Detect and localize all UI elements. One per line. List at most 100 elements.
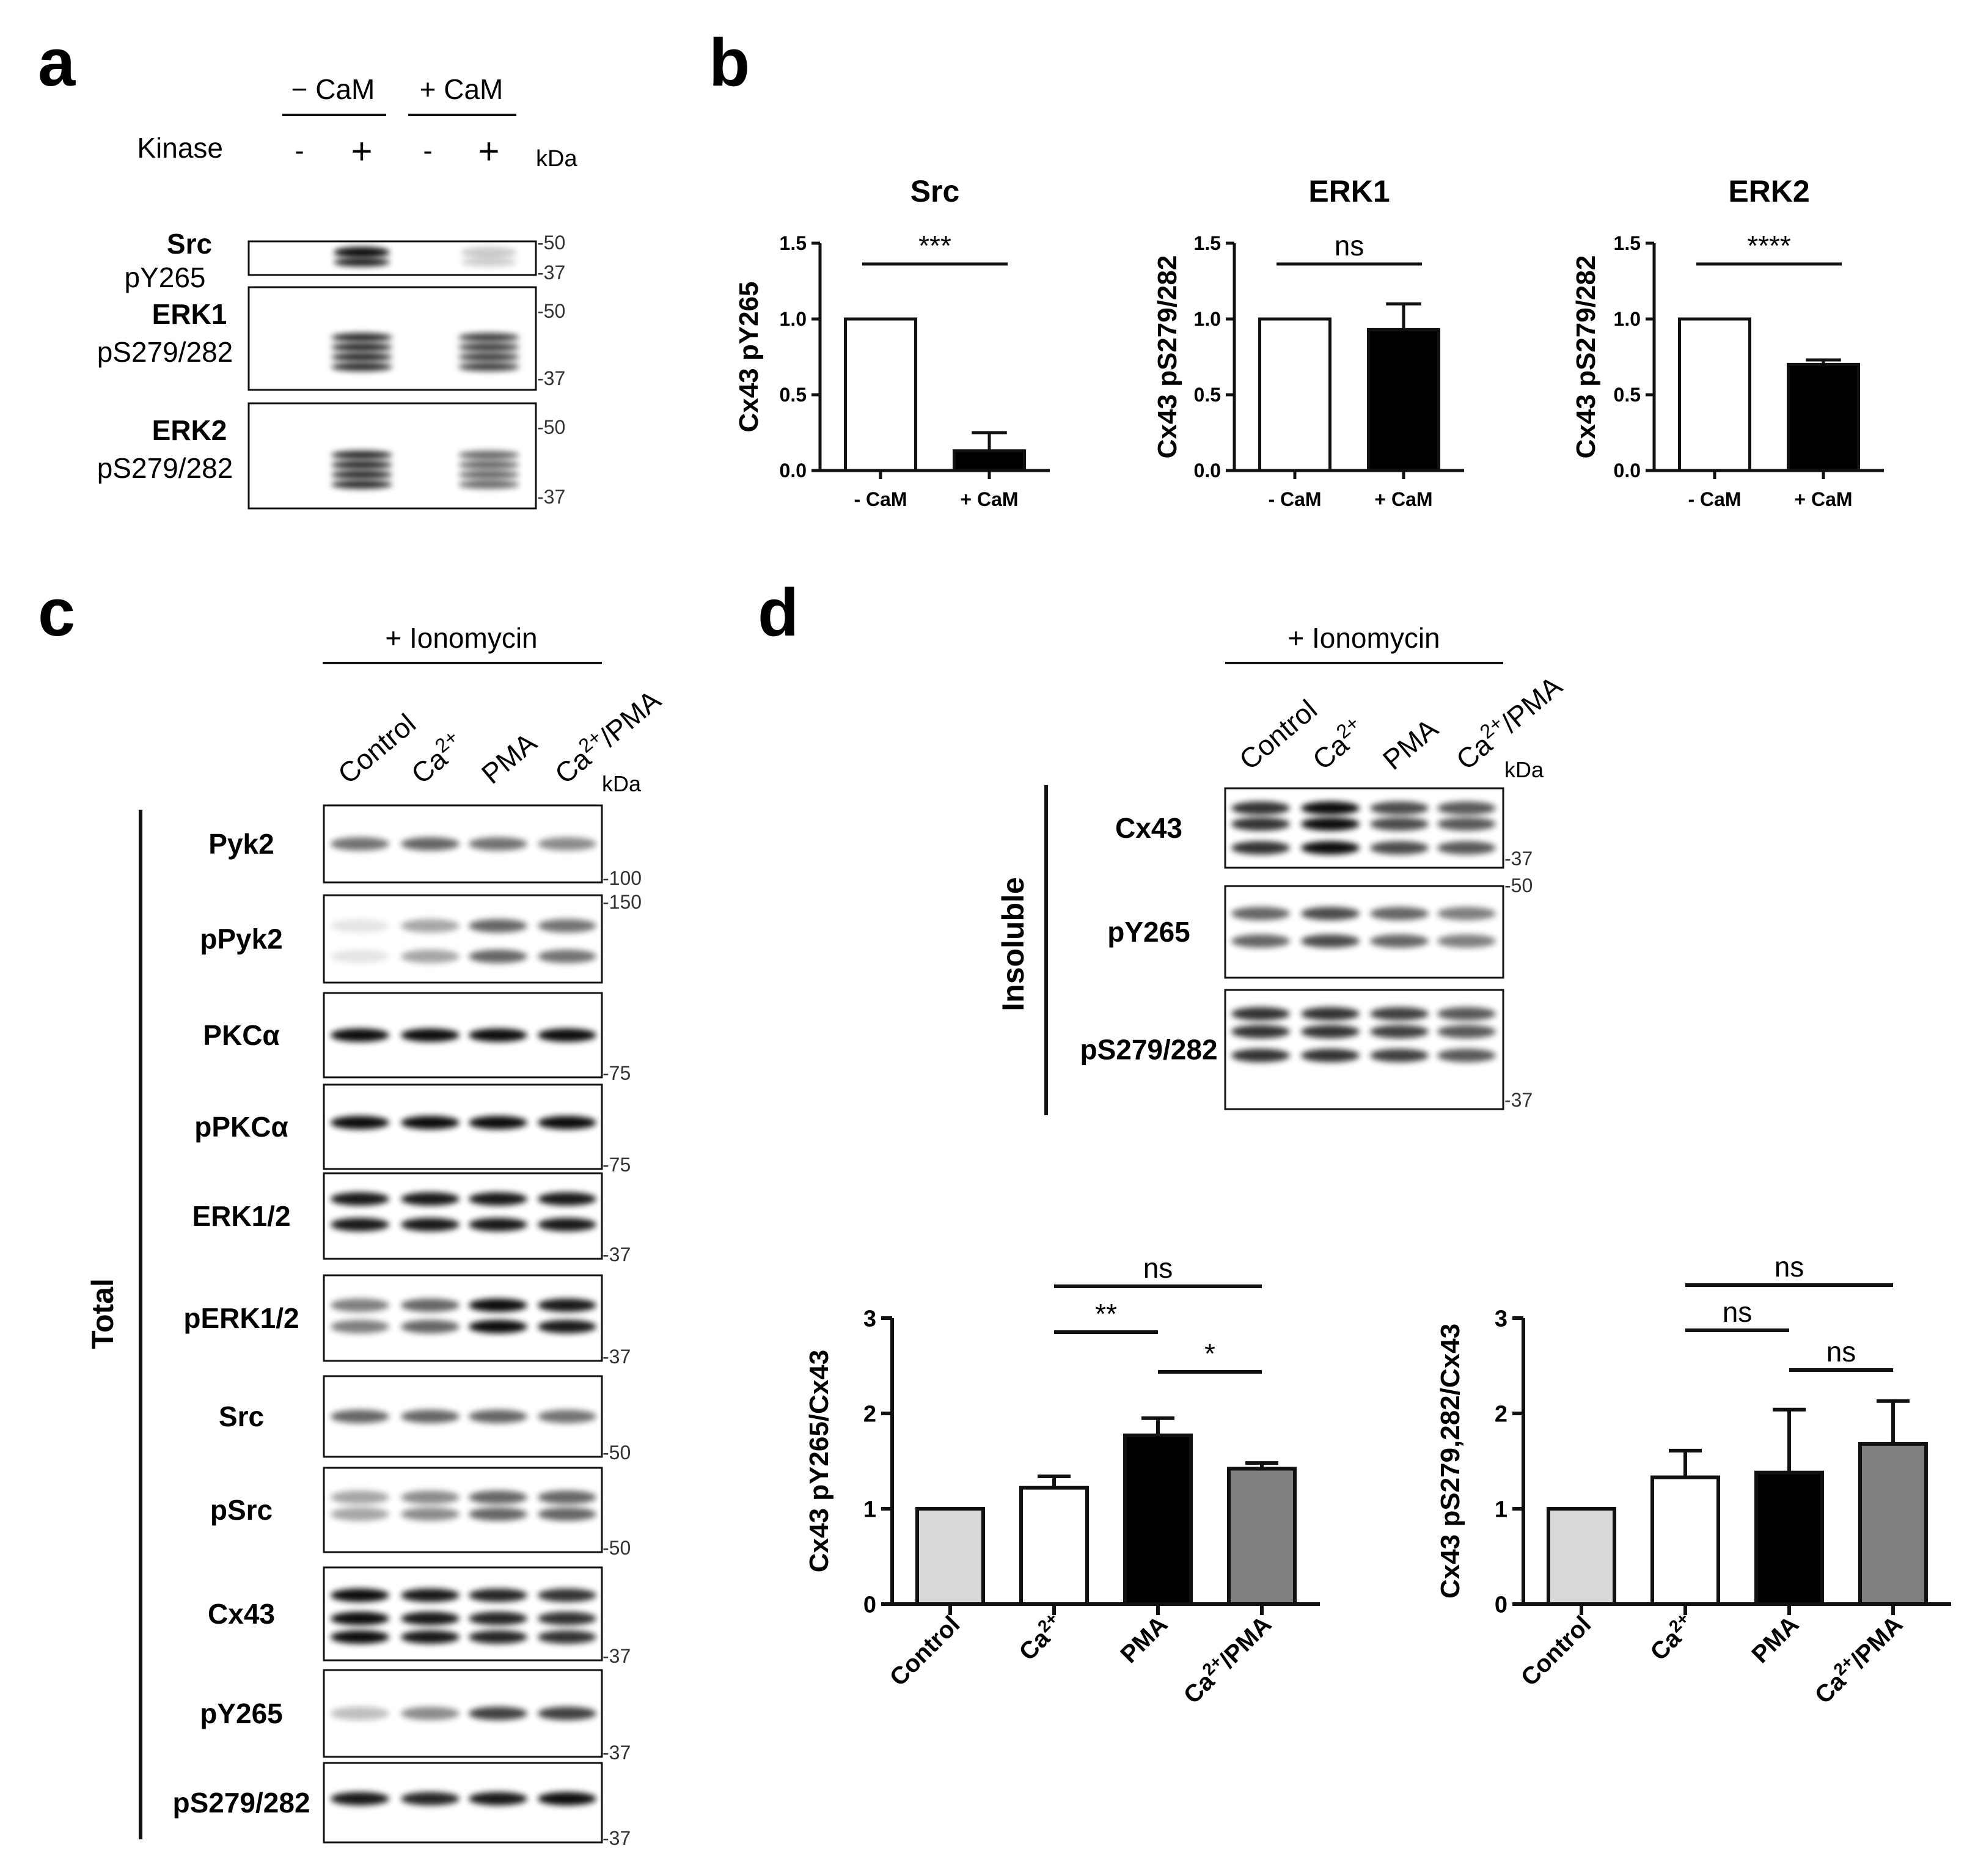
bar bbox=[953, 449, 1026, 472]
chart-erk2-pS279: 0.0 0.5 1.0 1.5 Cx43 pS279/282 ERK2 - CaM + CaM… bbox=[1571, 174, 1884, 510]
blot-band bbox=[1231, 1025, 1290, 1039]
blot-band bbox=[538, 1218, 596, 1231]
mw-marker: -150 bbox=[603, 891, 642, 913]
mw-marker: -50 bbox=[537, 416, 565, 438]
blot-band bbox=[331, 1320, 389, 1333]
chart-pS279-ratio: 0 1 2 3 Cx43 pS279,282/Cx43 Control Ca2+ PMACa2… bbox=[1435, 1251, 1951, 1709]
bar bbox=[844, 317, 917, 472]
blot-ppkc: pPKCα -75 bbox=[194, 1083, 631, 1176]
blot-band bbox=[331, 1028, 389, 1042]
blot-perk12: pERK1/2 -37 bbox=[183, 1274, 631, 1368]
blot-band bbox=[331, 1792, 389, 1806]
blot-band bbox=[458, 362, 519, 372]
blot-ppyk2: pPyk2 -150 bbox=[200, 891, 642, 984]
y-tick-label: 3 bbox=[1495, 1306, 1507, 1332]
blot-band bbox=[331, 450, 392, 460]
blot-band bbox=[1301, 1049, 1360, 1063]
blot-band bbox=[1231, 1007, 1290, 1020]
blot-band bbox=[1370, 1025, 1429, 1039]
blot-band bbox=[1370, 1049, 1429, 1063]
blot-band bbox=[461, 247, 517, 258]
y-tick-label: 1.0 bbox=[1194, 308, 1221, 330]
y-tick-label: 0.5 bbox=[1194, 384, 1221, 406]
blot-band bbox=[1231, 907, 1290, 920]
significance-label: *** bbox=[918, 230, 951, 262]
y-tick-label: 1 bbox=[863, 1497, 876, 1522]
y-tick-label: 0.5 bbox=[1614, 384, 1641, 406]
blot-band bbox=[1301, 801, 1360, 815]
chart-erk1-pS279: 0.0 0.5 1.0 1.5 Cx43 pS279/282 ERK1 - CaM + CaM… bbox=[1152, 174, 1464, 510]
blot-band bbox=[331, 1630, 389, 1644]
blot-band bbox=[538, 1116, 596, 1130]
blot-band bbox=[1301, 841, 1360, 855]
x-tick-label: Ca2+/PMA bbox=[1808, 1608, 1908, 1709]
blot-band bbox=[458, 333, 519, 342]
blot-band bbox=[469, 1028, 527, 1042]
blot-frame bbox=[1224, 885, 1504, 979]
blot-erk2: -50 -37 ERK2 pS279/282 bbox=[97, 402, 565, 510]
blot-band bbox=[1370, 801, 1429, 815]
blot-band bbox=[1437, 1049, 1496, 1063]
mw-marker: -100 bbox=[603, 867, 642, 889]
blot-band bbox=[331, 1192, 389, 1206]
blot-band bbox=[1231, 841, 1290, 855]
blot-band bbox=[401, 1116, 460, 1130]
x-tick-label: Ca2+ bbox=[1643, 1608, 1701, 1666]
significance-label: ns bbox=[1335, 230, 1364, 262]
blot-band bbox=[538, 1028, 596, 1042]
blot-band bbox=[469, 1116, 527, 1130]
blot-band bbox=[469, 1611, 527, 1625]
blot-band bbox=[401, 1490, 460, 1504]
blot-band bbox=[469, 1792, 527, 1806]
insoluble-group-label: Insoluble bbox=[996, 877, 1030, 1011]
panel-label-c: c bbox=[38, 575, 75, 650]
blot-band bbox=[1231, 1049, 1290, 1063]
blot-band bbox=[331, 460, 392, 469]
blot-erk12: ERK1/2 -37 bbox=[192, 1172, 631, 1266]
mw-marker: -50 bbox=[1504, 874, 1533, 896]
y-tick-label: 2 bbox=[863, 1401, 876, 1427]
blot-band bbox=[1437, 934, 1496, 948]
blot-band bbox=[331, 1218, 389, 1231]
total-group-label: Total bbox=[86, 1278, 120, 1349]
blot-band bbox=[538, 919, 596, 933]
bar bbox=[1019, 1486, 1089, 1606]
treatment-label: + Ionomycin bbox=[1288, 622, 1440, 654]
kda-label: kDa bbox=[1504, 757, 1544, 782]
mw-marker: -37 bbox=[603, 1742, 631, 1764]
blot-site-label: pS279/282 bbox=[97, 452, 233, 484]
blot-band bbox=[469, 1630, 527, 1644]
blot-band bbox=[538, 1320, 596, 1333]
kda-label: kDa bbox=[602, 771, 642, 796]
blot-band bbox=[1301, 934, 1360, 948]
y-tick-label: 0.0 bbox=[1614, 460, 1641, 482]
x-tick-label: Control bbox=[1516, 1611, 1597, 1691]
mw-marker: -50 bbox=[537, 232, 565, 254]
blot-band bbox=[458, 470, 519, 479]
y-tick-label: 1.0 bbox=[1614, 308, 1641, 330]
mw-marker: -37 bbox=[537, 367, 565, 389]
blot-band bbox=[1301, 1025, 1360, 1039]
blot-label: Cx43 bbox=[1115, 812, 1182, 844]
y-axis-label: Cx43 pY265/Cx43 bbox=[804, 1350, 834, 1572]
bar bbox=[1754, 1470, 1824, 1606]
blot-band bbox=[334, 247, 390, 258]
y-tick-label: 2 bbox=[1495, 1401, 1507, 1427]
blot-band bbox=[469, 837, 527, 851]
blot-band bbox=[469, 1490, 527, 1504]
significance-label: ** bbox=[1095, 1298, 1117, 1330]
blot-band bbox=[1370, 1007, 1429, 1020]
mw-marker: -75 bbox=[603, 1062, 631, 1084]
blot-band bbox=[458, 343, 519, 352]
blot-erk1: -50 -37 ERK1 pS279/282 bbox=[97, 286, 565, 391]
blot-label: pPyk2 bbox=[200, 923, 283, 955]
mw-marker: -50 bbox=[537, 300, 565, 322]
blot-band bbox=[331, 1588, 389, 1602]
bar bbox=[1858, 1442, 1928, 1606]
blot-band bbox=[538, 1630, 596, 1644]
bar bbox=[915, 1507, 985, 1606]
blot-py265: pY265 -50 bbox=[1107, 874, 1533, 979]
y-axis-label: Cx43 pY265 bbox=[734, 281, 764, 432]
mw-marker: -50 bbox=[603, 1442, 631, 1464]
